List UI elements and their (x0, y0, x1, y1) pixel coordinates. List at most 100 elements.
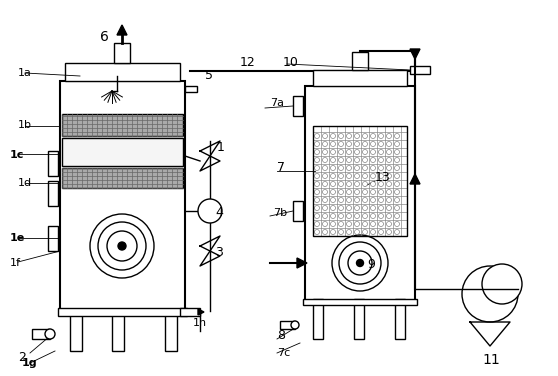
Circle shape (354, 229, 359, 235)
Circle shape (395, 133, 400, 138)
Circle shape (332, 235, 388, 291)
Circle shape (339, 190, 344, 194)
Bar (313, 70, 407, 86)
Circle shape (315, 221, 320, 226)
Circle shape (315, 206, 320, 211)
Text: 11: 11 (482, 353, 500, 367)
Circle shape (363, 190, 368, 194)
Circle shape (323, 182, 328, 186)
Text: 7b: 7b (273, 208, 287, 218)
Circle shape (387, 165, 392, 170)
Circle shape (387, 206, 392, 211)
Circle shape (387, 133, 392, 138)
Polygon shape (198, 309, 204, 315)
Circle shape (347, 141, 352, 147)
Circle shape (363, 197, 368, 203)
Text: 5: 5 (205, 69, 213, 82)
Circle shape (330, 158, 335, 162)
Circle shape (378, 190, 383, 194)
Circle shape (323, 141, 328, 147)
Text: 6: 6 (100, 30, 109, 44)
Bar (62, 138, 183, 166)
Circle shape (395, 141, 400, 147)
Circle shape (395, 221, 400, 226)
Text: 1: 1 (217, 141, 225, 154)
Circle shape (378, 229, 383, 235)
Polygon shape (297, 258, 307, 268)
Circle shape (395, 229, 400, 235)
Circle shape (330, 173, 335, 179)
Circle shape (198, 199, 222, 223)
Circle shape (462, 266, 518, 322)
Bar (114, 43, 130, 63)
Text: 10: 10 (283, 56, 299, 69)
Circle shape (339, 150, 344, 155)
Circle shape (363, 165, 368, 170)
Text: 8: 8 (277, 329, 285, 342)
Circle shape (378, 197, 383, 203)
Bar (48, 151, 58, 176)
Circle shape (387, 190, 392, 194)
Circle shape (371, 141, 376, 147)
Bar (352, 52, 368, 70)
Circle shape (348, 251, 372, 275)
Circle shape (371, 165, 376, 170)
Circle shape (347, 133, 352, 138)
Bar (293, 96, 303, 116)
Circle shape (378, 141, 383, 147)
Bar (60, 81, 185, 311)
Circle shape (378, 133, 383, 138)
Circle shape (354, 173, 359, 179)
Bar (62, 114, 183, 136)
Text: 1d: 1d (18, 178, 32, 188)
Circle shape (118, 242, 126, 250)
Circle shape (323, 158, 328, 162)
Circle shape (354, 141, 359, 147)
Bar (354, 299, 364, 339)
Bar (185, 86, 197, 92)
Circle shape (347, 173, 352, 179)
Circle shape (315, 214, 320, 218)
Bar (410, 66, 430, 74)
Circle shape (323, 214, 328, 218)
Circle shape (339, 221, 344, 226)
Circle shape (363, 182, 368, 186)
Circle shape (387, 158, 392, 162)
Circle shape (482, 264, 522, 304)
Bar (32, 329, 50, 339)
Polygon shape (117, 25, 127, 35)
Circle shape (363, 150, 368, 155)
Circle shape (395, 182, 400, 186)
Circle shape (330, 190, 335, 194)
Circle shape (347, 214, 352, 218)
Circle shape (354, 158, 359, 162)
Circle shape (378, 182, 383, 186)
Circle shape (323, 229, 328, 235)
Circle shape (371, 214, 376, 218)
Circle shape (363, 158, 368, 162)
Text: 4: 4 (215, 206, 223, 219)
Circle shape (330, 141, 335, 147)
Circle shape (363, 229, 368, 235)
Circle shape (395, 190, 400, 194)
Text: 3: 3 (215, 246, 223, 259)
Text: 7c: 7c (277, 348, 290, 358)
Text: 2: 2 (18, 351, 26, 364)
Bar (62, 168, 183, 188)
Circle shape (323, 150, 328, 155)
Text: 1h: 1h (193, 318, 207, 328)
Bar (280, 321, 295, 329)
Circle shape (395, 158, 400, 162)
Text: 7: 7 (277, 161, 285, 174)
Circle shape (315, 182, 320, 186)
Circle shape (354, 165, 359, 170)
Circle shape (330, 229, 335, 235)
Circle shape (323, 190, 328, 194)
Circle shape (107, 231, 137, 261)
Bar (48, 181, 58, 206)
Circle shape (330, 133, 335, 138)
Text: 1g: 1g (22, 358, 37, 368)
Circle shape (395, 173, 400, 179)
Circle shape (354, 182, 359, 186)
Bar (165, 309, 177, 351)
